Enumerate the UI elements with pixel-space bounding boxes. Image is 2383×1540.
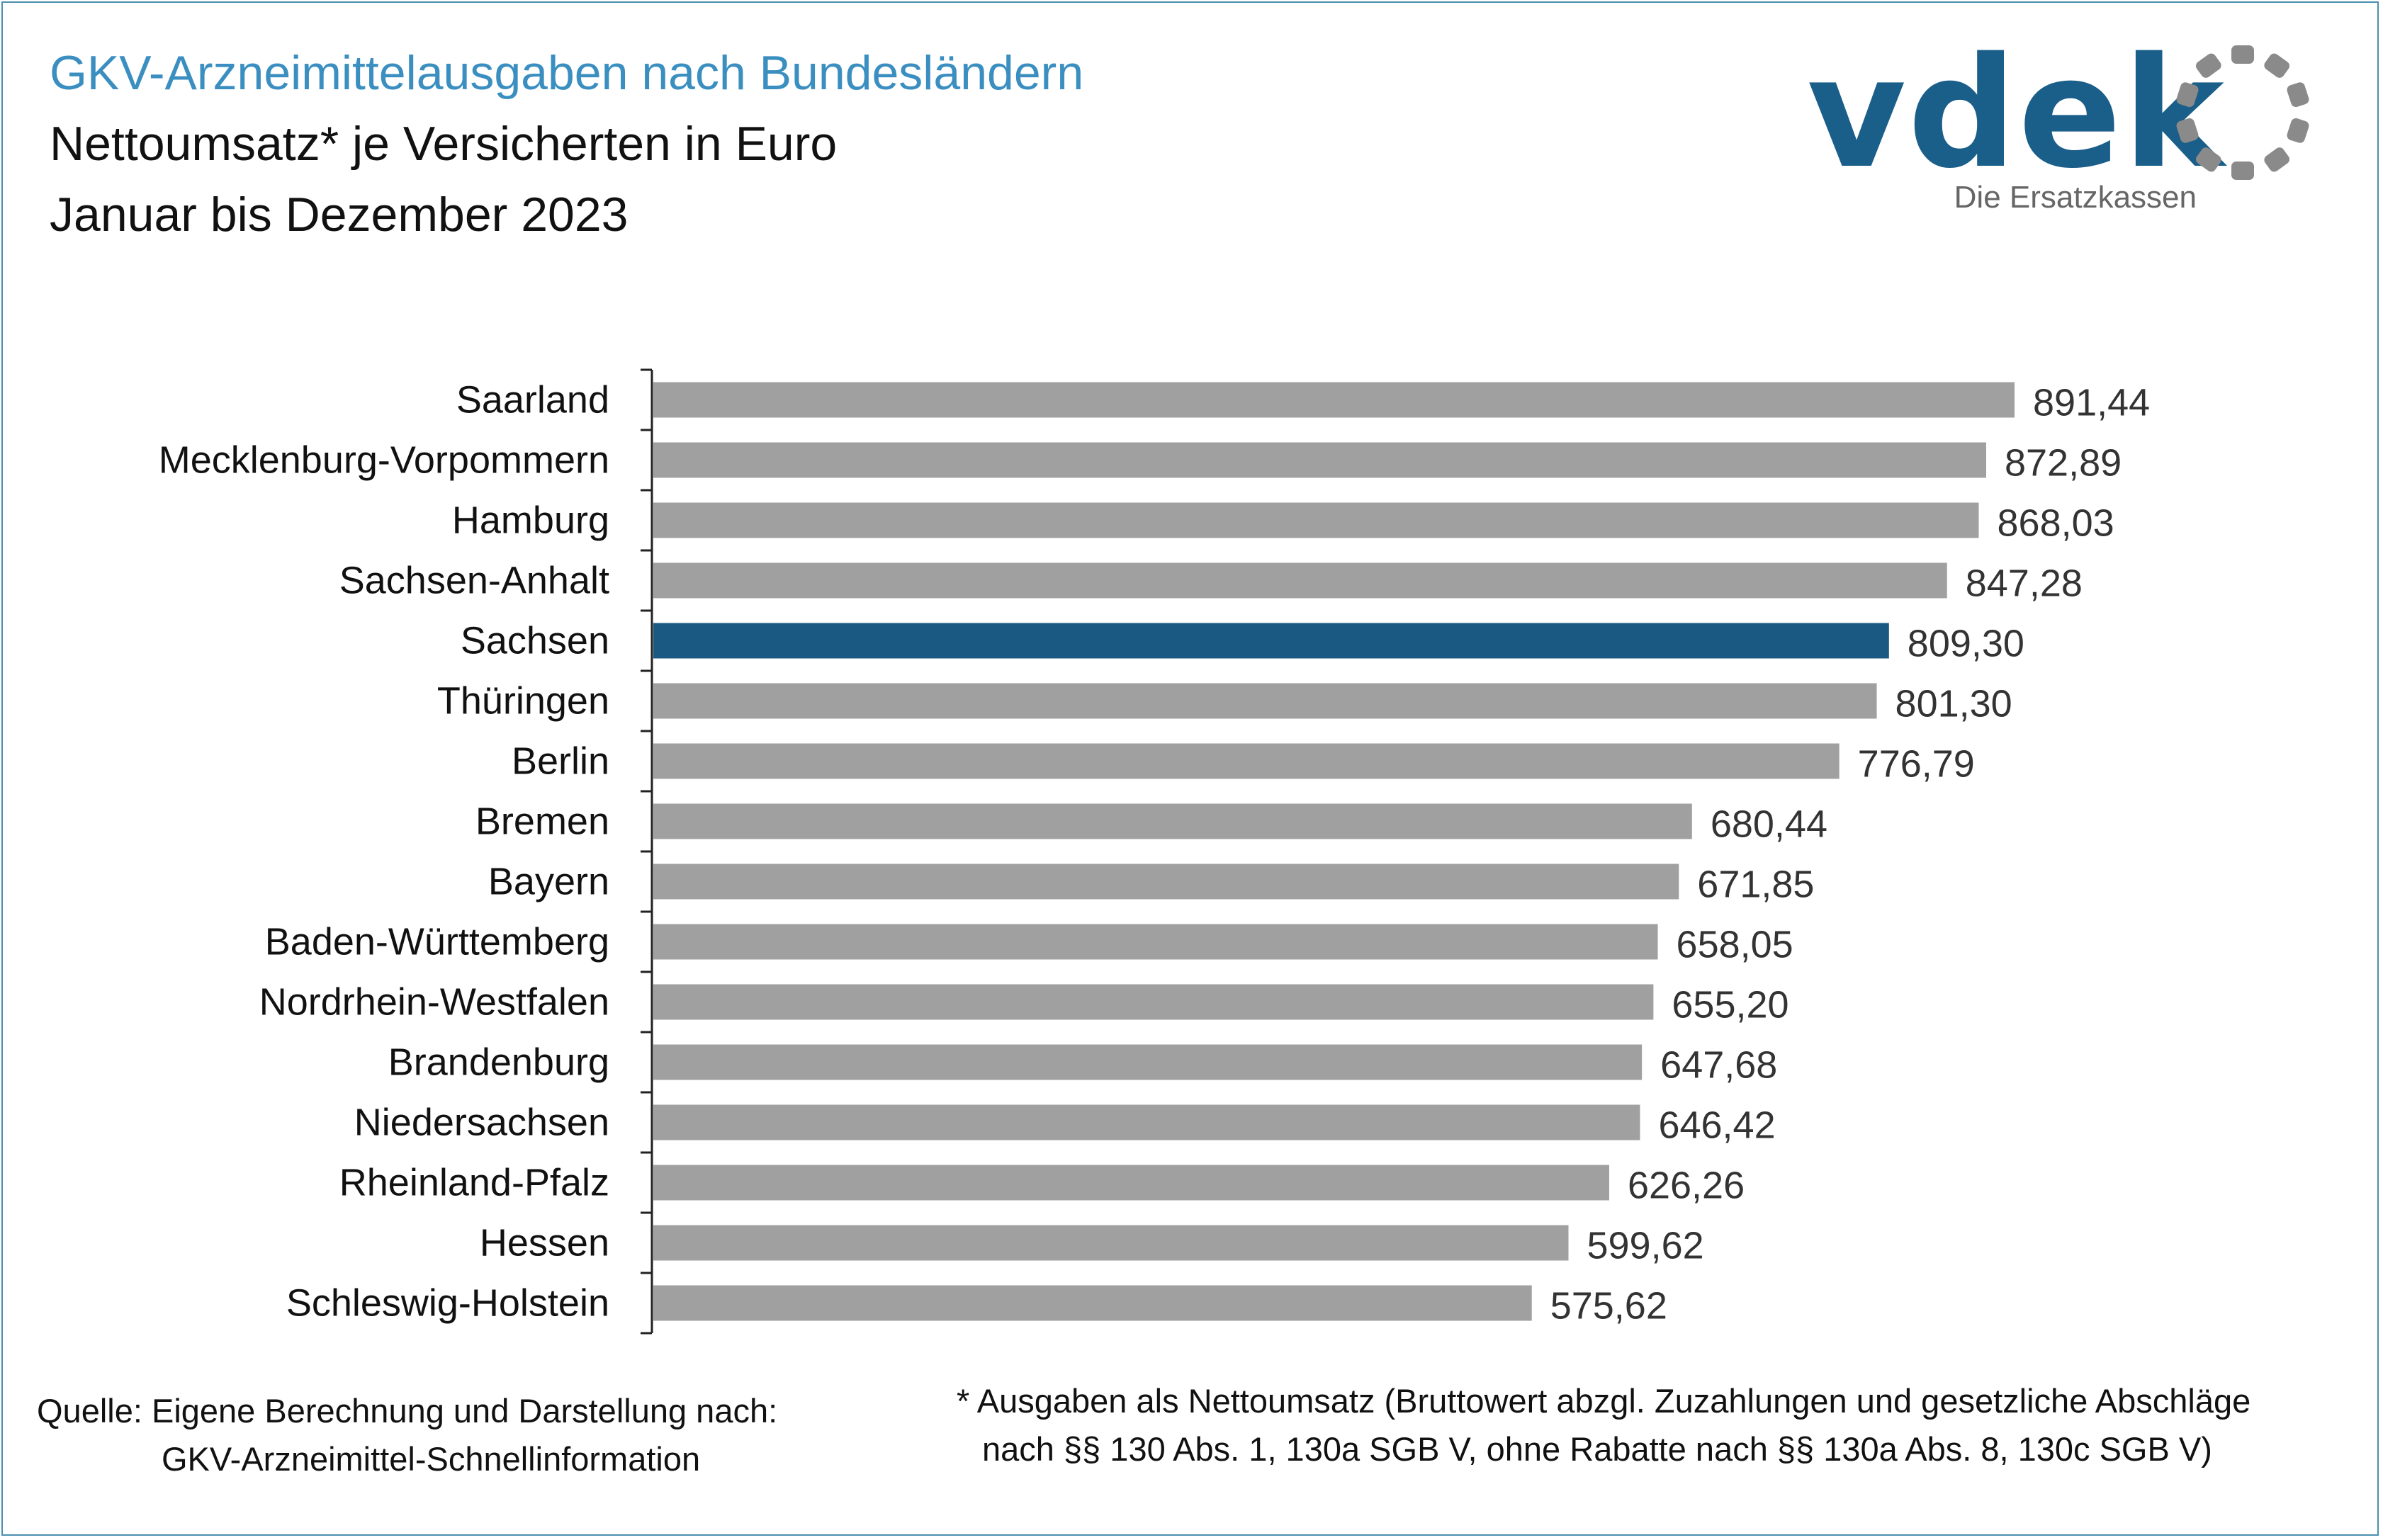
- category-label: Brandenburg: [388, 1041, 609, 1084]
- bar-schleswig-holstein: [653, 1285, 1532, 1321]
- footnote-line-1: * Ausgaben als Nettoumsatz (Bruttowert a…: [957, 1382, 2251, 1420]
- value-label: 647,68: [1660, 1044, 1777, 1087]
- bar-bremen: [653, 803, 1692, 839]
- bar-saarland: [653, 382, 2015, 418]
- bar-mecklenburg-vorpommern: [653, 442, 1986, 478]
- logo-ring-dot: [2287, 82, 2309, 108]
- value-label: 872,89: [2005, 442, 2122, 485]
- category-label: Berlin: [512, 740, 609, 783]
- value-label: 658,05: [1677, 924, 1793, 966]
- logo-ring-dot: [2231, 45, 2254, 64]
- category-label: Bayern: [488, 861, 609, 903]
- value-label: 801,30: [1895, 683, 2012, 725]
- category-label: Nordrhein-Westfalen: [259, 981, 609, 1024]
- value-label: 671,85: [1697, 864, 1814, 906]
- source-line-2: GKV-Arzneimittel-Schnellinformation: [162, 1440, 701, 1478]
- logo-ring-dot: [2231, 162, 2254, 180]
- category-label: Rheinland-Pfalz: [339, 1162, 609, 1204]
- value-label: 655,20: [1672, 984, 1788, 1026]
- chart-period: Januar bis Dezember 2023: [50, 188, 629, 242]
- logo-ring-dot: [2264, 147, 2290, 172]
- bar-baden-württemberg: [653, 924, 1658, 960]
- category-label: Sachsen-Anhalt: [339, 560, 609, 602]
- bar-hessen: [653, 1225, 1569, 1261]
- logo-ring-dot: [2176, 82, 2199, 108]
- bar-nordrhein-westfalen: [653, 984, 1654, 1020]
- value-label: 575,62: [1550, 1285, 1667, 1327]
- value-label: 626,26: [1628, 1165, 1745, 1207]
- bar-thüringen: [653, 683, 1877, 719]
- category-label: Schleswig-Holstein: [286, 1282, 609, 1325]
- value-label: 847,28: [1966, 562, 2083, 605]
- logo-ring-icon: [2176, 45, 2309, 180]
- category-label: Sachsen: [461, 620, 609, 662]
- vdek-logo: vdek Die Ersatzkassen: [1807, 28, 2324, 227]
- bar-rheinland-pfalz: [653, 1165, 1609, 1201]
- category-label: Saarland: [456, 379, 609, 421]
- category-label: Hessen: [480, 1222, 609, 1264]
- category-label: Hamburg: [452, 499, 609, 542]
- logo-ring-dot: [2195, 147, 2221, 172]
- value-label: 868,03: [1998, 502, 2114, 545]
- chart-title: GKV-Arzneimittelausgaben nach Bundesländ…: [50, 46, 1084, 100]
- bar-brandenburg: [653, 1044, 1643, 1080]
- value-label: 809,30: [1908, 623, 2024, 665]
- logo-wordmark: vdek: [1807, 24, 2226, 202]
- bar-bayern: [653, 864, 1679, 900]
- value-label: 891,44: [2033, 382, 2150, 424]
- category-label: Mecklenburg-Vorpommern: [159, 439, 609, 482]
- logo-ring-dot: [2195, 53, 2221, 78]
- value-label: 599,62: [1587, 1225, 1703, 1267]
- bar-berlin: [653, 743, 1840, 779]
- chart-subtitle: Nettoumsatz* je Versicherten in Euro: [50, 117, 838, 171]
- footnote-line-2: nach §§ 130 Abs. 1, 130a SGB V, ohne Rab…: [982, 1430, 2212, 1468]
- bar-sachsen-anhalt: [653, 562, 1947, 599]
- logo-tagline: Die Ersatzkassen: [1954, 180, 2197, 215]
- bar-hamburg: [653, 502, 1979, 538]
- value-label: 776,79: [1858, 743, 1975, 786]
- category-label: Baden-Württemberg: [265, 921, 609, 963]
- category-label: Niedersachsen: [354, 1102, 609, 1144]
- logo-ring-dot: [2176, 118, 2199, 143]
- value-label: 680,44: [1711, 803, 1827, 846]
- category-label: Bremen: [475, 800, 609, 843]
- logo-ring-dot: [2264, 53, 2290, 78]
- bar-sachsen: [653, 623, 1889, 659]
- bar-niedersachsen: [653, 1104, 1640, 1140]
- value-label: 646,42: [1658, 1104, 1775, 1147]
- source-line-1: Quelle: Eigene Berechnung und Darstellun…: [37, 1392, 778, 1429]
- category-label: Thüringen: [437, 680, 609, 723]
- logo-ring-dot: [2287, 118, 2309, 143]
